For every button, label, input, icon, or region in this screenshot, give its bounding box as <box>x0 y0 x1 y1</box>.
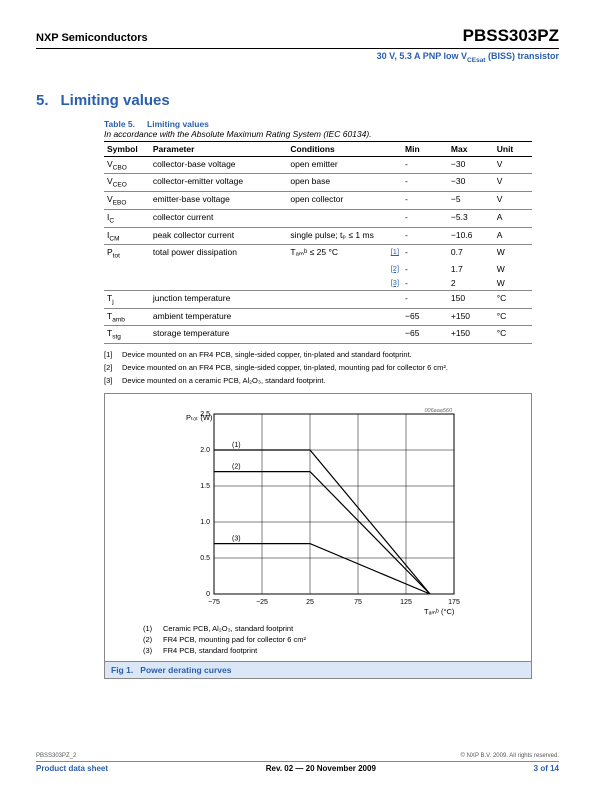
svg-text:1.5: 1.5 <box>200 483 210 490</box>
svg-text:(1): (1) <box>232 442 241 449</box>
table-row: [3]-2W <box>104 276 532 291</box>
footer-copyright: © NXP B.V. 2009. All rights reserved. <box>461 753 559 759</box>
footer-page-num: 3 of 14 <box>534 764 559 773</box>
svg-text:2.0: 2.0 <box>200 447 210 454</box>
footnote: [3]Device mounted on a ceramic PCB, Al₂O… <box>104 376 532 385</box>
svg-text:Tₐₘᵇ (°C): Tₐₘᵇ (°C) <box>424 607 455 616</box>
col-header: Unit <box>494 141 532 156</box>
col-header: Conditions <box>287 141 402 156</box>
legend-item: (3)FR4 PCB, standard footprint <box>143 646 523 655</box>
footnote: [1]Device mounted on an FR4 PCB, single-… <box>104 350 532 359</box>
svg-text:Pₜₒₜ (W): Pₜₒₜ (W) <box>186 413 213 422</box>
footnotes: [1]Device mounted on an FR4 PCB, single-… <box>104 350 532 385</box>
table-row: VCEOcollector-emitter voltageopen base-−… <box>104 174 532 192</box>
table-row: Ptottotal power dissipationTₐₘᵇ ≤ 25 °C[… <box>104 245 532 262</box>
figure-legend: (1)Ceramic PCB, Al₂O₃, standard footprin… <box>143 624 523 655</box>
power-derating-chart: −75−25257512517500.51.01.52.02.5Pₜₒₜ (W)… <box>172 402 464 618</box>
col-header: Max <box>448 141 494 156</box>
table-row: VCBOcollector-base voltageopen emitter-−… <box>104 156 532 174</box>
footnote: [2]Device mounted on an FR4 PCB, single-… <box>104 363 532 372</box>
page-footer: Product data sheet Rev. 02 — 20 November… <box>36 761 559 773</box>
footnote-ref[interactable]: [2] <box>391 264 399 273</box>
footnote-ref[interactable]: [3] <box>391 278 399 287</box>
legend-item: (2)FR4 PCB, mounting pad for collector 6… <box>143 635 523 644</box>
footer-revision: Rev. 02 — 20 November 2009 <box>266 764 376 773</box>
svg-text:(3): (3) <box>232 536 241 543</box>
svg-text:0.5: 0.5 <box>200 555 210 562</box>
legend-item: (1)Ceramic PCB, Al₂O₃, standard footprin… <box>143 624 523 633</box>
table-subcaption: In accordance with the Absolute Maximum … <box>104 129 532 139</box>
svg-text:75: 75 <box>354 599 362 606</box>
figure-caption: Fig 1. Power derating curves <box>105 661 531 678</box>
table-row: Tjjunction temperature-150°C <box>104 290 532 308</box>
svg-text:(2): (2) <box>232 464 241 471</box>
svg-text:006aaa560: 006aaa560 <box>424 408 452 414</box>
footer-left: Product data sheet <box>36 764 108 773</box>
table-caption: Table 5.Limiting values <box>104 119 532 129</box>
col-header: Min <box>402 141 448 156</box>
page-header: NXP Semiconductors PBSS303PZ <box>36 26 559 49</box>
table-row: VEBOemitter-base voltageopen collector-−… <box>104 192 532 210</box>
section-heading: 5.Limiting values <box>36 92 559 109</box>
footer-doc-id: PBSS303PZ_2 <box>36 753 76 759</box>
figure-box: −75−25257512517500.51.01.52.02.5Pₜₒₜ (W)… <box>104 393 532 679</box>
table-row: ICMpeak collector currentsingle pulse; t… <box>104 227 532 245</box>
part-number: PBSS303PZ <box>463 26 559 46</box>
table-row: Tstgstorage temperature−65+150°C <box>104 326 532 344</box>
svg-text:−25: −25 <box>256 599 268 606</box>
col-header: Parameter <box>150 141 288 156</box>
svg-text:25: 25 <box>306 599 314 606</box>
subtitle: 30 V, 5.3 A PNP low VCEsat (BISS) transi… <box>36 51 559 64</box>
svg-text:1.0: 1.0 <box>200 519 210 526</box>
company-name: NXP Semiconductors <box>36 32 148 44</box>
footnote-ref[interactable]: [1] <box>391 247 399 258</box>
svg-text:−75: −75 <box>208 599 220 606</box>
limiting-values-table: SymbolParameterConditionsMinMaxUnit VCBO… <box>104 141 532 344</box>
table-row: Tambambient temperature−65+150°C <box>104 308 532 326</box>
svg-text:125: 125 <box>400 599 412 606</box>
svg-text:175: 175 <box>448 599 460 606</box>
col-header: Symbol <box>104 141 150 156</box>
table-row: ICcollector current-−5.3A <box>104 209 532 227</box>
table-row: [2]-1.7W <box>104 262 532 276</box>
svg-text:0: 0 <box>206 591 210 598</box>
